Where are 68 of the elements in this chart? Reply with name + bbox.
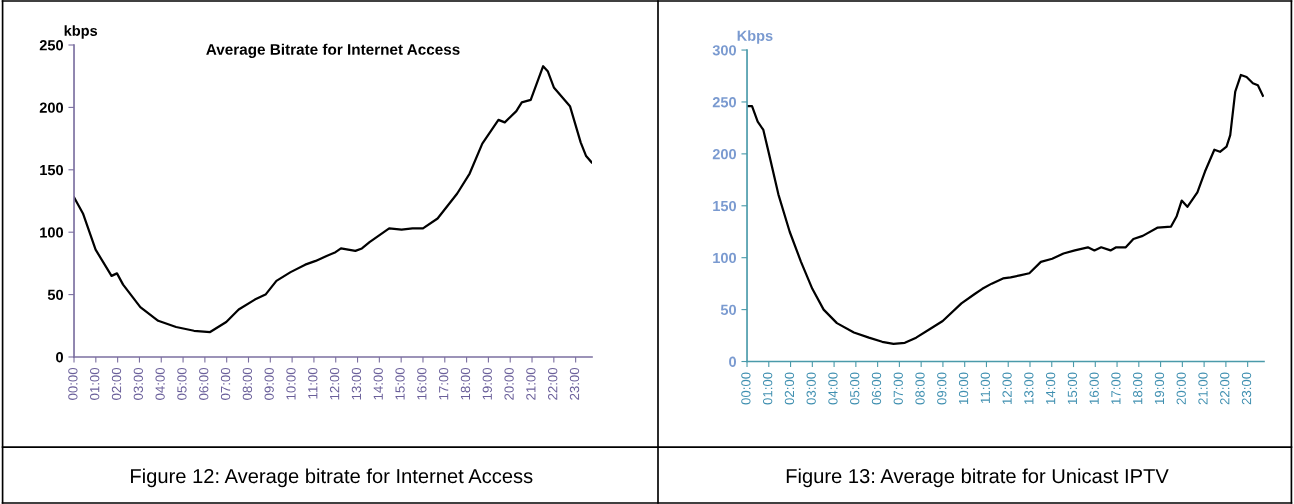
y-tick-label: 200 xyxy=(39,102,63,113)
x-tick-label: 19:00 xyxy=(482,367,492,400)
x-tick-label: 14:00 xyxy=(1045,372,1056,404)
x-tick-label: 19:00 xyxy=(1154,372,1165,404)
x-tick-label: 08:00 xyxy=(242,367,253,400)
x-tick-label: 12:00 xyxy=(1002,372,1012,404)
x-tick-label: 02:00 xyxy=(784,372,795,405)
y-tick-label: 300 xyxy=(712,45,737,56)
chart-title: Average Bitrate for Internet Access xyxy=(206,43,460,58)
y-tick-label: 100 xyxy=(40,227,63,238)
x-tick-label: 16:00 xyxy=(417,367,427,400)
x-tick-label: 11:00 xyxy=(980,372,990,403)
x-tick-label: 04:00 xyxy=(155,367,165,400)
x-tick-label: 20:00 xyxy=(504,367,514,400)
caption: Figure 13: Average bitrate for Unicast IPTV xyxy=(786,468,1169,488)
x-tick-label: 16:00 xyxy=(1089,372,1099,404)
x-tick-label: 03:00 xyxy=(133,367,143,400)
x-tick-label: 18:00 xyxy=(460,367,471,400)
x-tick-label: 09:00 xyxy=(264,367,274,400)
x-tick-label: 17:00 xyxy=(1111,372,1121,404)
x-tick-label: 17:00 xyxy=(438,367,449,400)
x-tick-label: 03:00 xyxy=(806,372,816,405)
y-tick-label: 50 xyxy=(720,304,737,316)
y-tick-label: 250 xyxy=(712,97,737,108)
x-tick-label: 21:00 xyxy=(1198,372,1208,405)
y-tick-label: 100 xyxy=(713,252,737,264)
x-tick-label: 07:00 xyxy=(893,372,903,405)
x-tick-label: 15:00 xyxy=(395,367,405,400)
y-axis-title: kbps xyxy=(64,25,98,39)
x-tick-label: 20:00 xyxy=(1176,372,1186,405)
x-tick-label: 12:00 xyxy=(329,367,340,400)
x-tick-label: 10:00 xyxy=(286,367,296,400)
x-tick-label: 21:00 xyxy=(526,367,536,400)
line-series xyxy=(74,65,593,334)
x-tick-label: 02:00 xyxy=(111,367,122,400)
x-tick-label: 04:00 xyxy=(828,372,838,405)
x-tick-label: 05:00 xyxy=(850,372,860,405)
y-tick-label: 0 xyxy=(729,356,737,367)
x-tick-label: 08:00 xyxy=(915,372,925,405)
caption: Figure 12: Average bitrate for Internet Access xyxy=(131,468,533,488)
x-tick-label: 23:00 xyxy=(1241,372,1252,405)
x-tick-label: 11:00 xyxy=(308,367,318,399)
y-tick-label: 150 xyxy=(40,164,63,176)
y-tick-label: 50 xyxy=(47,289,63,301)
x-tick-label: 05:00 xyxy=(177,367,187,400)
x-tick-label: 01:00 xyxy=(762,372,773,405)
x-tick-label: 01:00 xyxy=(90,367,100,400)
line-series xyxy=(747,73,1264,345)
y-tick-label: 0 xyxy=(56,352,63,363)
x-tick-label: 15:00 xyxy=(1067,372,1078,404)
x-tick-label: 18:00 xyxy=(1133,372,1143,404)
x-tick-label: 22:00 xyxy=(1220,372,1230,405)
y-tick-label: 250 xyxy=(39,40,63,51)
x-tick-label: 13:00 xyxy=(351,367,362,400)
x-tick-label: 00:00 xyxy=(741,372,751,405)
y-tick-label: 150 xyxy=(713,200,737,212)
x-tick-label: 09:00 xyxy=(937,372,947,405)
y-axis-title: Kbps xyxy=(737,30,773,44)
y-tick-label: 200 xyxy=(712,148,737,160)
x-tick-label: 23:00 xyxy=(569,367,580,400)
x-tick-label: 10:00 xyxy=(958,372,969,404)
x-tick-label: 07:00 xyxy=(220,367,231,400)
x-tick-label: 14:00 xyxy=(373,367,383,400)
x-tick-label: 22:00 xyxy=(548,367,558,400)
x-tick-label: 00:00 xyxy=(68,367,78,400)
x-tick-label: 06:00 xyxy=(871,372,882,405)
x-tick-label: 13:00 xyxy=(1024,372,1034,404)
x-tick-label: 06:00 xyxy=(199,367,209,400)
